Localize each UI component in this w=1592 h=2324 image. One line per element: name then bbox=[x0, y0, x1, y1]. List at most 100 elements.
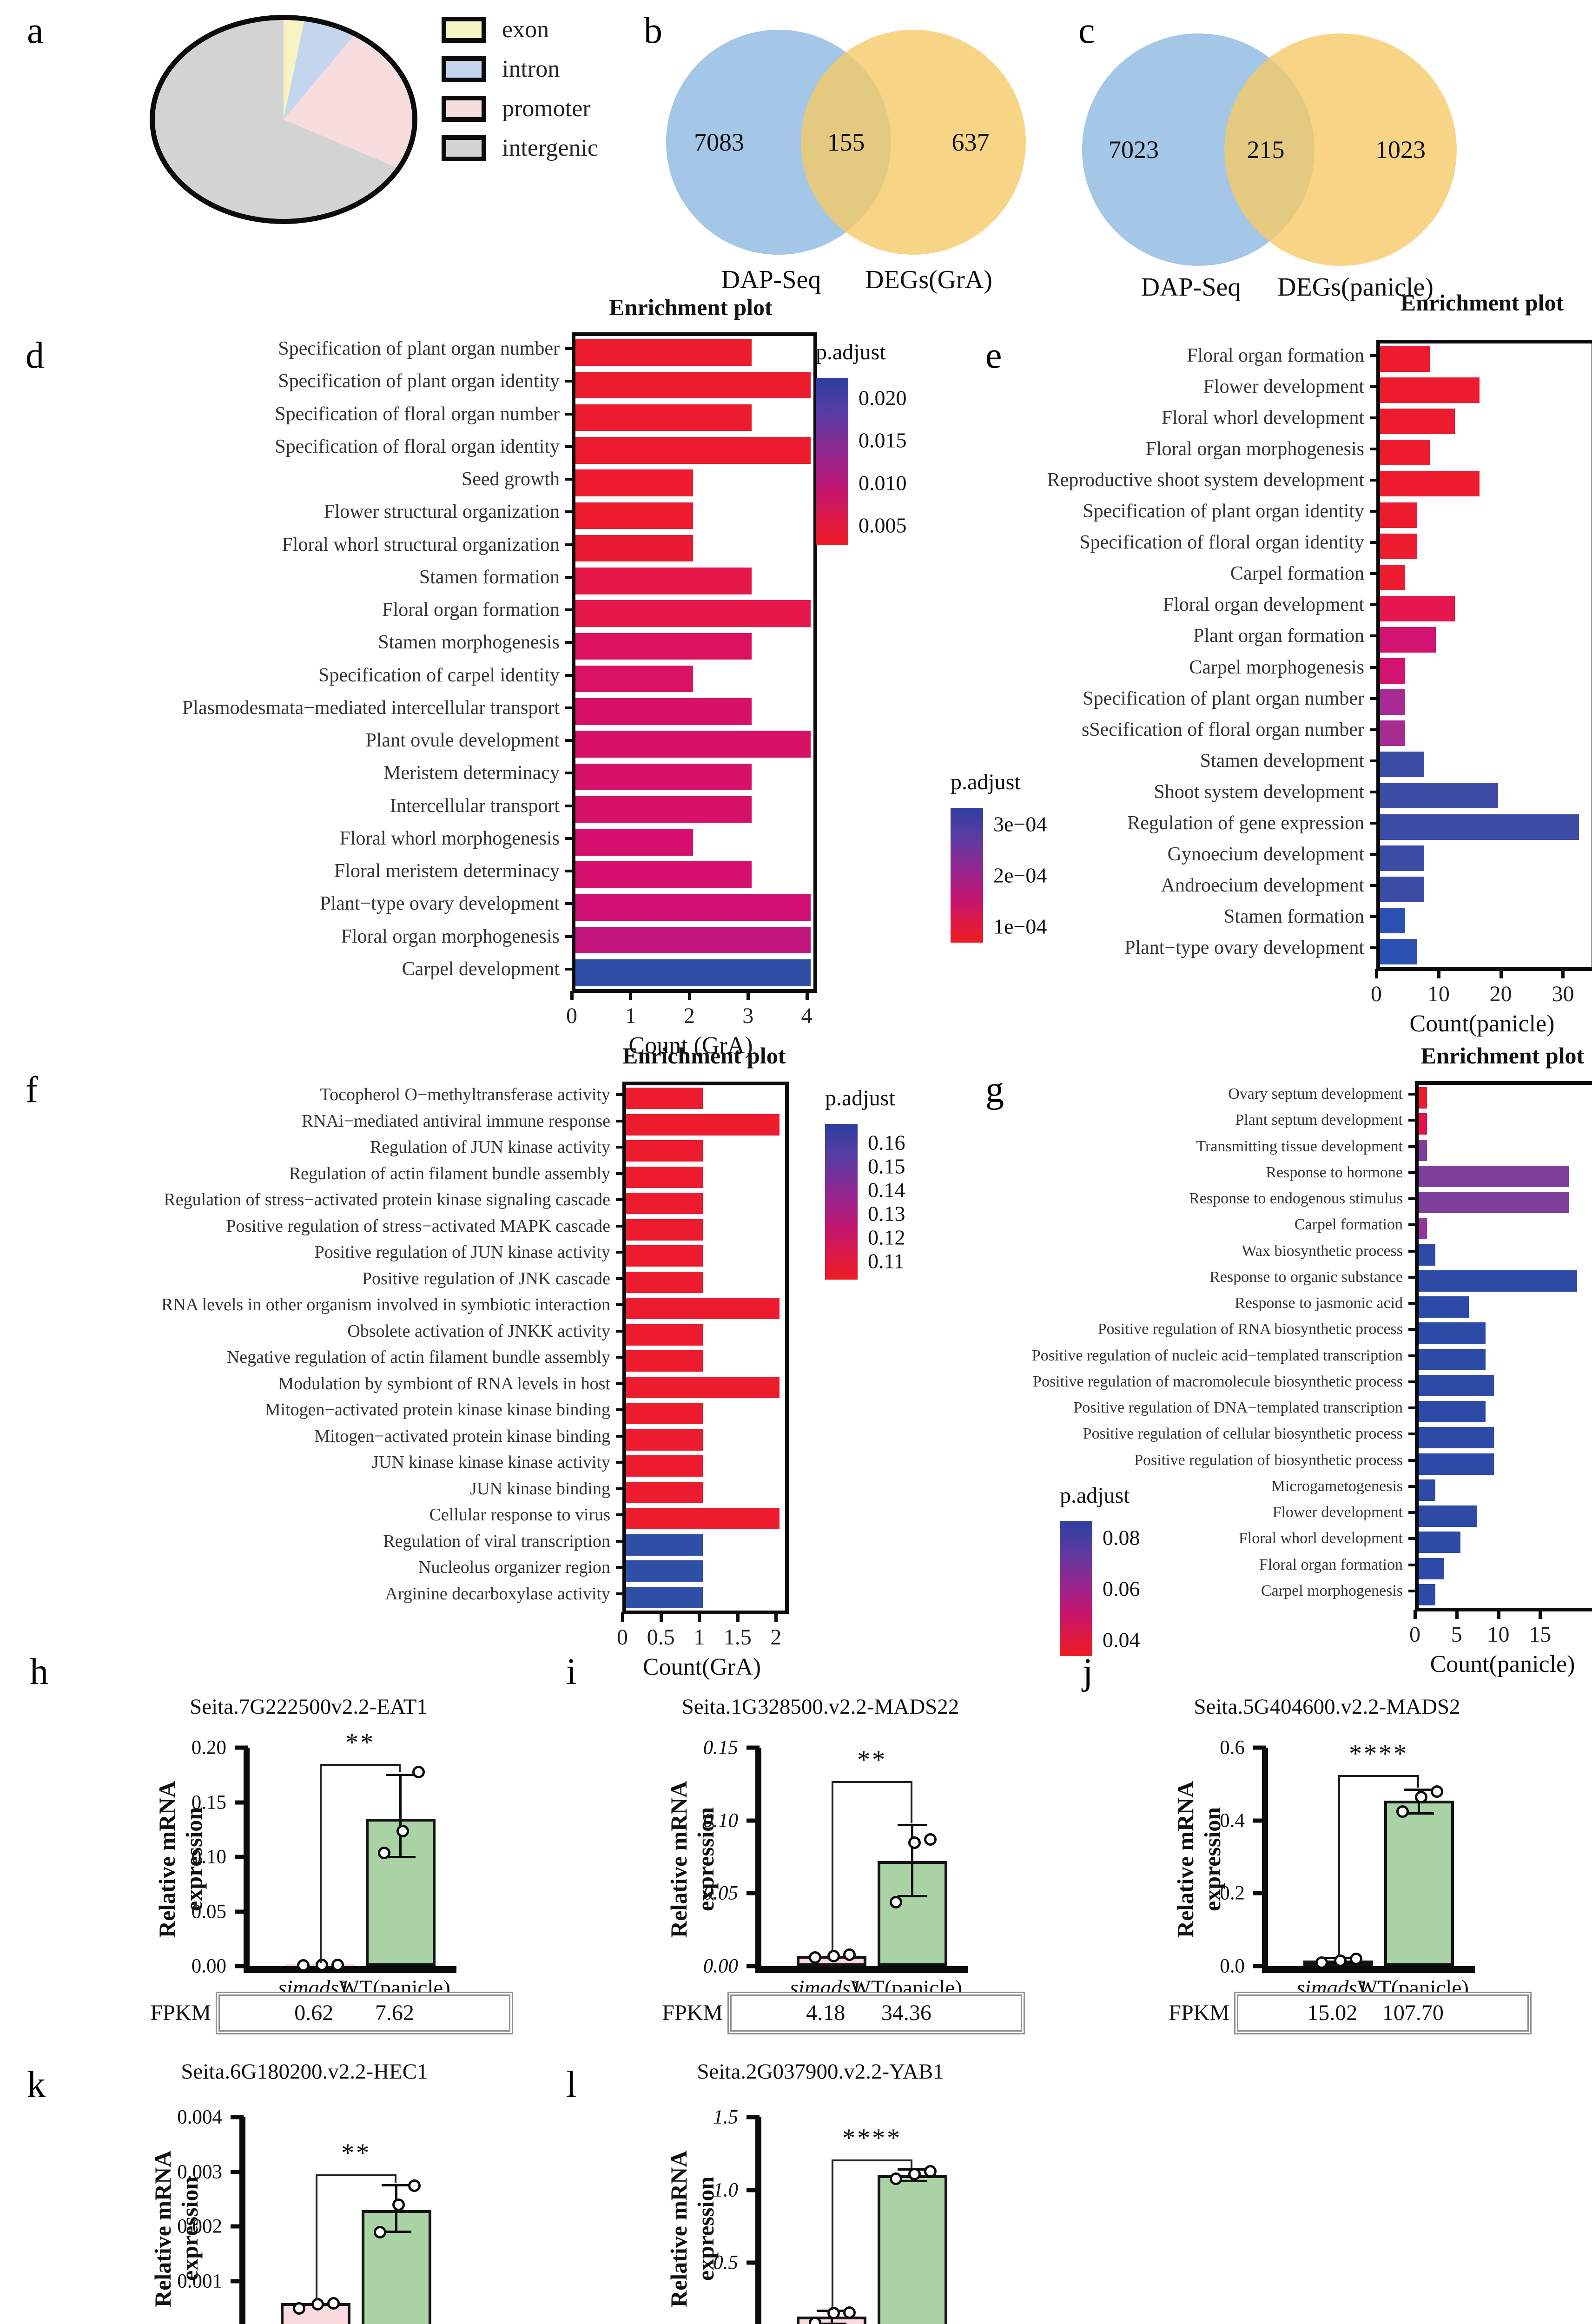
y-axis-tick-mark bbox=[1408, 1485, 1416, 1488]
bar bbox=[626, 1298, 780, 1320]
category-label: Shoot system development bbox=[1154, 781, 1364, 803]
category-label: Specification of floral organ identity bbox=[275, 436, 560, 457]
category-label: Positive regulation of cellular biosynth… bbox=[1083, 1425, 1403, 1443]
y-axis-tick-mark bbox=[565, 804, 573, 807]
legend-item: intron bbox=[442, 55, 598, 83]
y-axis-tick-mark bbox=[1370, 510, 1377, 513]
venn-circle-degs bbox=[801, 30, 1026, 255]
category-label: JUN kinase kinase kinase activity bbox=[372, 1452, 610, 1472]
x-axis-tick-label: 1 bbox=[694, 1625, 705, 1650]
legend-ticks: 3e−04 2e−04 1e−04 bbox=[993, 808, 1072, 943]
y-axis-tick-mark bbox=[565, 543, 573, 546]
y-axis-tick-mark bbox=[1408, 1459, 1416, 1462]
y-axis-tick-mark bbox=[1408, 1171, 1416, 1174]
venn-left-label: DAP-Seq bbox=[1141, 273, 1241, 302]
x-axis-tick-mark bbox=[1497, 1610, 1500, 1619]
y-axis-tick-label: 0.0 bbox=[1220, 1955, 1245, 1977]
category-label: Obsolete activation of JNKK activity bbox=[347, 1321, 610, 1341]
data-point bbox=[1315, 1956, 1328, 1969]
category-label: Positive regulation of nucleic acid−temp… bbox=[1031, 1347, 1403, 1364]
category-label: Positive regulation of DNA−templated tra… bbox=[1073, 1399, 1403, 1417]
legend-tick-label: 0.06 bbox=[1103, 1577, 1140, 1601]
data-point bbox=[1334, 1954, 1347, 1967]
category-label: Mitogen−activated protein kinase kinase … bbox=[264, 1400, 610, 1420]
bar bbox=[575, 926, 811, 954]
category-label: Floral organ formation bbox=[382, 599, 560, 621]
category-label: RNAi−mediated antiviral immune response bbox=[301, 1111, 610, 1131]
y-axis-tick-label: 0.10 bbox=[191, 1846, 226, 1868]
error-bar bbox=[911, 1825, 914, 1896]
y-axis-tick-mark bbox=[616, 1487, 623, 1490]
venn-right-label: DEGs(panicle) bbox=[1277, 273, 1433, 302]
x-axis-label: Count (GrA) bbox=[628, 1032, 753, 1059]
y-axis-tick-mark bbox=[231, 2279, 244, 2283]
fpkm-value: 0.62 bbox=[294, 2000, 334, 2025]
y-axis-tick-mark bbox=[235, 1909, 248, 1914]
bar bbox=[626, 1219, 703, 1241]
legend-title: p.adjust bbox=[951, 770, 1021, 794]
legend-item: promoter bbox=[442, 95, 598, 122]
fpkm-label: FPKM bbox=[662, 2000, 723, 2025]
category-label: Stamen formation bbox=[1223, 906, 1364, 928]
category-label: Floral whorl development bbox=[1161, 407, 1364, 429]
bar bbox=[626, 1088, 703, 1109]
data-point bbox=[331, 1958, 344, 1971]
data-point bbox=[889, 1896, 902, 1909]
category-label: Response to jasmonic acid bbox=[1235, 1294, 1403, 1312]
data-point bbox=[408, 2179, 421, 2192]
category-label: Specification of plant organ number bbox=[278, 338, 560, 360]
x-axis-tick-mark bbox=[659, 1612, 663, 1622]
category-label: Plant−type ovary development bbox=[1124, 937, 1364, 959]
data-point bbox=[843, 1948, 856, 1961]
category-label: Tocopherol O−methyltransferase activity bbox=[320, 1085, 610, 1105]
y-axis-tick-mark bbox=[235, 1745, 248, 1750]
y-axis-tick-mark bbox=[1370, 790, 1377, 793]
y-axis-tick-label: 0.05 bbox=[191, 1901, 226, 1922]
data-point bbox=[396, 1824, 409, 1837]
data-point bbox=[1396, 1805, 1409, 1818]
y-axis-tick-mark bbox=[616, 1513, 623, 1517]
data-point bbox=[827, 1950, 840, 1963]
bar bbox=[626, 1166, 703, 1188]
bar bbox=[1380, 876, 1424, 902]
significance-bracket bbox=[320, 1764, 322, 1963]
fpkm-box bbox=[1234, 1992, 1532, 2034]
legend-tick-label: 0.04 bbox=[1103, 1628, 1140, 1652]
legend-title: p.adjust bbox=[1060, 1483, 1130, 1508]
error-bar-cap bbox=[381, 2231, 411, 2233]
y-axis-tick-mark bbox=[1408, 1145, 1416, 1148]
significance-stars: **** bbox=[1349, 1739, 1409, 1768]
category-label: Specification of plant organ number bbox=[1083, 687, 1364, 709]
bar bbox=[575, 829, 693, 856]
category-label: Floral organ formation bbox=[1259, 1556, 1403, 1573]
legend-body: 0.16 0.15 0.14 0.13 0.12 0.11 bbox=[825, 1124, 947, 1280]
y-axis-tick-mark bbox=[565, 935, 573, 938]
y-axis-tick-mark bbox=[231, 2115, 244, 2119]
y-axis-tick-mark bbox=[1370, 603, 1377, 607]
bar bbox=[575, 535, 693, 562]
y-axis-tick-mark bbox=[616, 1329, 623, 1333]
y-axis-tick-mark bbox=[1408, 1302, 1416, 1305]
category-label: Modulation by symbiont of RNA levels in … bbox=[278, 1373, 610, 1393]
x-axis-tick-mark bbox=[805, 991, 809, 1000]
bar bbox=[1380, 907, 1405, 933]
y-axis-tick-mark bbox=[616, 1172, 623, 1175]
bar bbox=[626, 1560, 703, 1582]
x-axis-tick-mark bbox=[1455, 1610, 1459, 1619]
legend-tick-label: 0.12 bbox=[868, 1225, 905, 1249]
y-axis-tick-mark bbox=[1370, 541, 1377, 544]
significance-bracket bbox=[1338, 1775, 1419, 1777]
panel-letter-a: a bbox=[27, 10, 44, 51]
bar bbox=[575, 861, 752, 888]
bar bbox=[626, 1586, 703, 1608]
x-axis-label: Count(panicle) bbox=[1430, 1651, 1575, 1677]
category-label: Regulation of stress−activated protein k… bbox=[164, 1190, 610, 1210]
bar bbox=[626, 1245, 703, 1267]
category-label: Stamen morphogenesis bbox=[378, 632, 560, 654]
y-axis-tick-mark bbox=[1408, 1563, 1416, 1566]
x-axis-tick-label: 1.5 bbox=[723, 1625, 752, 1650]
bar bbox=[1419, 1427, 1494, 1449]
category-label: Specification of plant organ identity bbox=[278, 370, 560, 392]
y-axis-tick-mark bbox=[1370, 946, 1377, 950]
bar bbox=[1419, 1401, 1486, 1423]
